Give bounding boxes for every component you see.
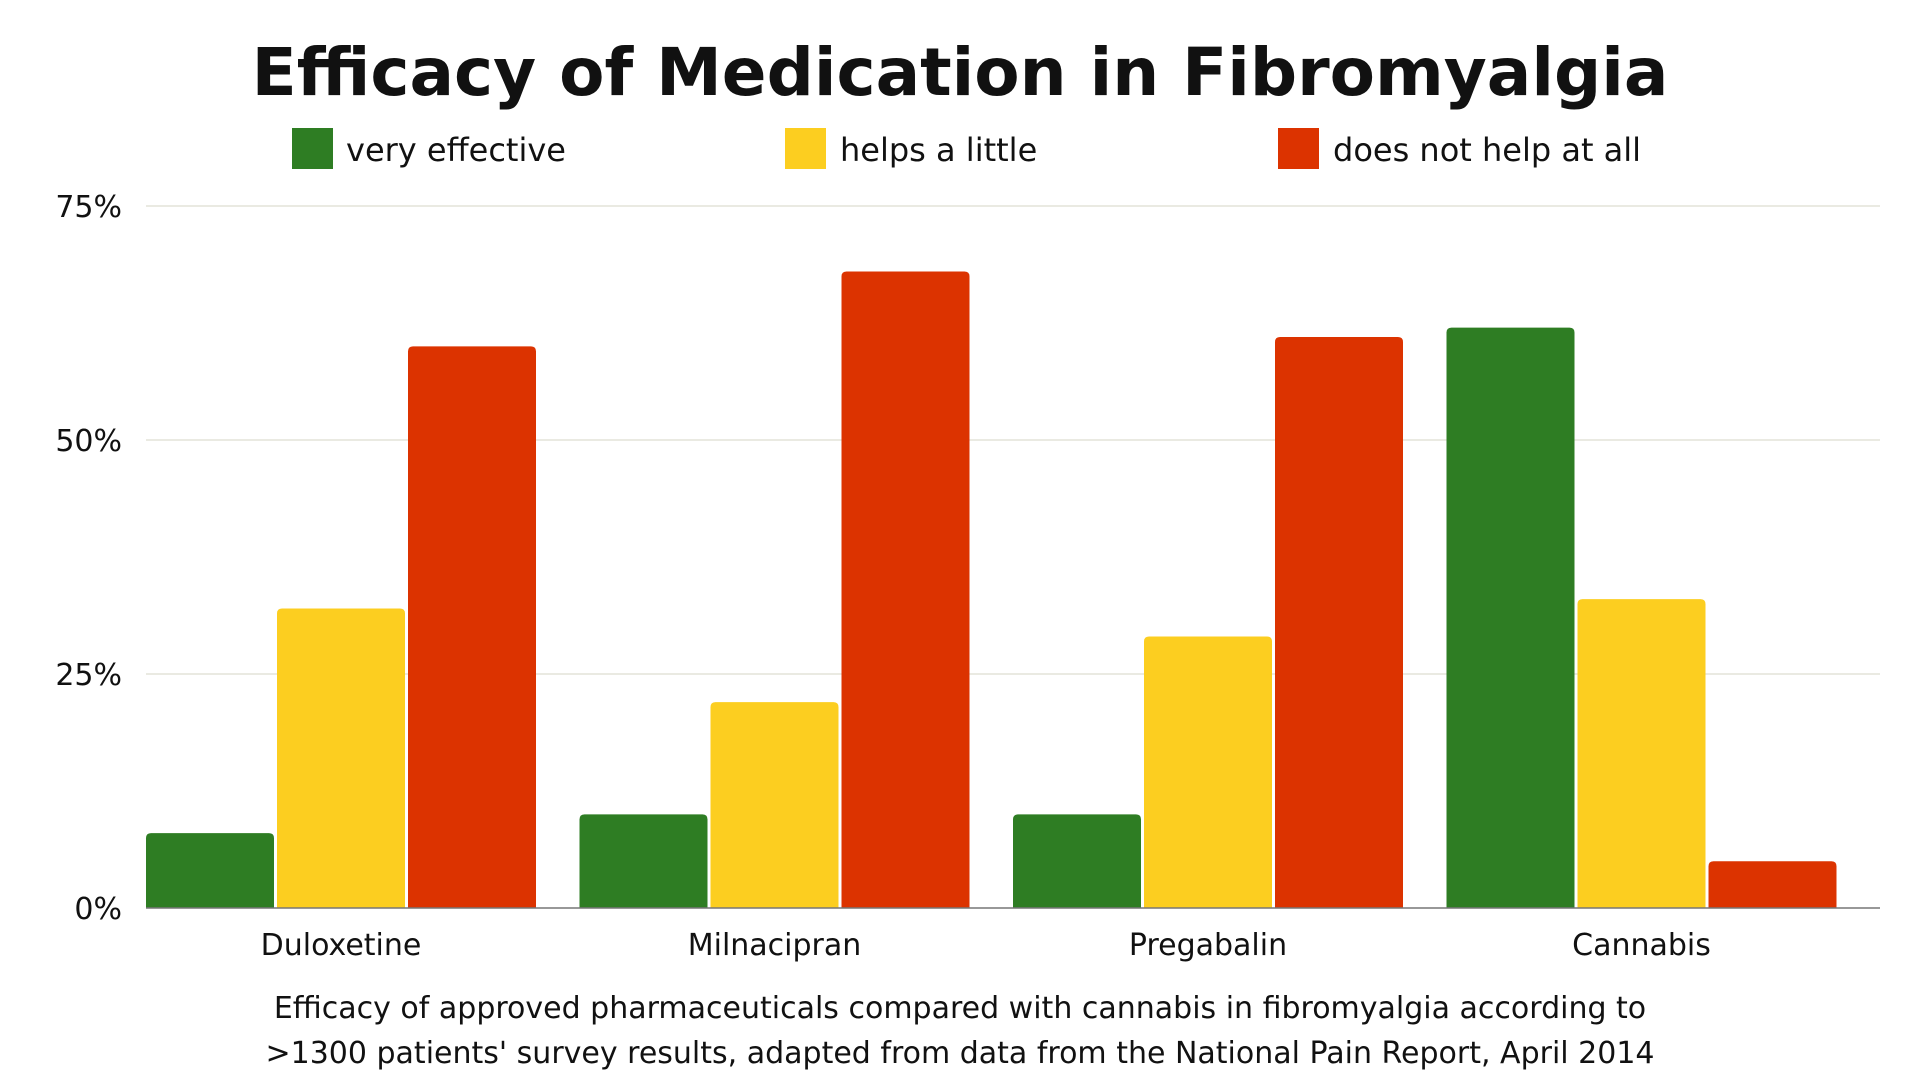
bar-milnacipran-does-not-help-at-all — [841, 271, 970, 908]
bar-pregabalin-helps-a-little — [1144, 636, 1272, 908]
legend-swatch-helps-a-little — [785, 128, 826, 169]
legend-label-helps-a-little: helps a little — [840, 131, 1037, 169]
legend-label-very-effective: very effective — [346, 131, 566, 169]
bar-cannabis-very-effective — [1446, 327, 1575, 908]
x-axis-categories: Duloxetine Milnacipran Pregabalin Cannabis — [261, 928, 1711, 963]
legend-swatch-does-not-help — [1278, 128, 1319, 169]
caption-line-2: >1300 patients' survey results, adapted … — [265, 1036, 1654, 1071]
legend-label-does-not-help: does not help at all — [1333, 131, 1641, 169]
bar-milnacipran-very-effective — [579, 814, 708, 908]
caption-line-1: Efficacy of approved pharmaceuticals com… — [274, 991, 1646, 1026]
y-tick-label-0: 0% — [74, 892, 122, 927]
legend-swatch-very-effective — [292, 128, 333, 169]
bar-cannabis-does-not-help-at-all — [1708, 861, 1837, 908]
x-category-label-cannabis: Cannabis — [1572, 928, 1711, 963]
bar-duloxetine-very-effective — [146, 833, 274, 908]
bar-pregabalin-does-not-help-at-all — [1275, 337, 1403, 908]
y-tick-label-25: 25% — [55, 658, 122, 693]
x-category-label-milnacipran: Milnacipran — [688, 928, 862, 963]
bar-milnacipran-helps-a-little — [710, 702, 839, 908]
chart-title: Efficacy of Medication in Fibromyalgia — [252, 34, 1669, 111]
x-category-label-pregabalin: Pregabalin — [1129, 928, 1287, 963]
caption: Efficacy of approved pharmaceuticals com… — [265, 991, 1654, 1071]
x-category-label-duloxetine: Duloxetine — [261, 928, 422, 963]
bar-pregabalin-very-effective — [1013, 814, 1141, 908]
legend: very effective helps a little does not h… — [292, 128, 1641, 169]
bar-duloxetine-does-not-help-at-all — [408, 346, 536, 908]
y-axis-ticks: 0% 25% 50% 75% — [55, 190, 122, 927]
bar-cannabis-helps-a-little — [1577, 599, 1706, 908]
bar-duloxetine-helps-a-little — [277, 608, 405, 908]
y-tick-label-75: 75% — [55, 190, 122, 225]
bars — [146, 271, 1837, 908]
y-tick-label-50: 50% — [55, 424, 122, 459]
